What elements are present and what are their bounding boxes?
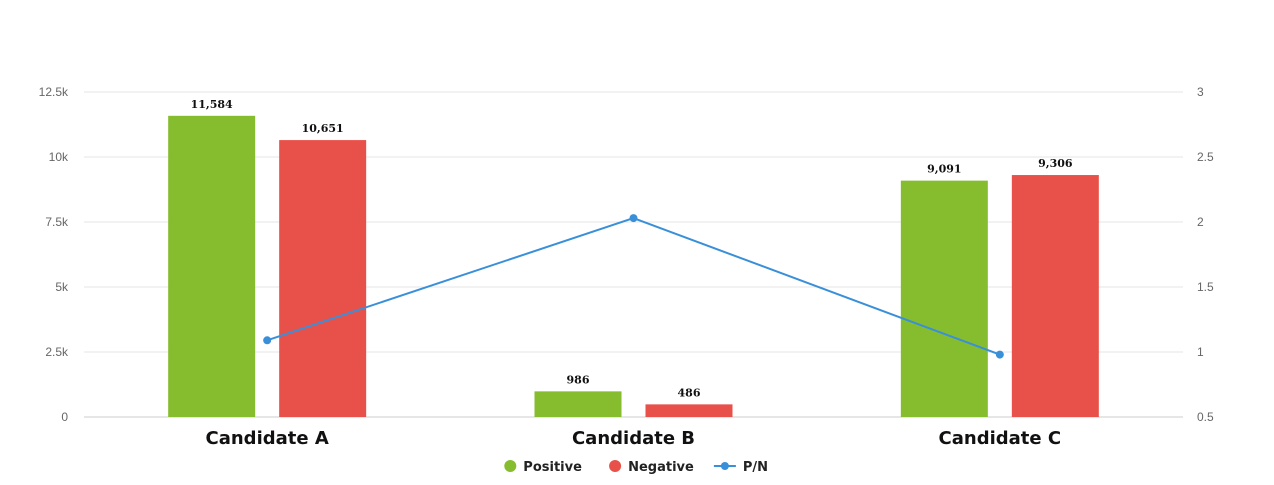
category-label: Candidate C	[939, 428, 1062, 449]
bar-negative-candidate-c	[1011, 175, 1099, 417]
data-label-positive: 986	[567, 373, 590, 386]
point-p-n	[995, 350, 1004, 359]
data-label-negative: 10,651	[302, 122, 344, 135]
legend-label: P/N	[743, 460, 768, 475]
y-right-tick-label: 3	[1197, 85, 1204, 99]
data-label-positive: 11,584	[191, 98, 233, 111]
y-axis-right: 0.5 1 1.5 2 2.5 3	[1197, 85, 1214, 424]
gridlines	[84, 91, 1183, 418]
y-left-tick-label: 2.5k	[45, 345, 69, 359]
bar-positive-candidate-c	[900, 180, 988, 417]
bar-positive-candidate-b	[534, 391, 622, 417]
data-label-negative: 9,306	[1038, 157, 1073, 170]
point-p-n	[629, 214, 638, 223]
legend-item-positive[interactable]: Positive	[504, 460, 582, 475]
y-right-tick-label: 1	[1197, 345, 1204, 359]
y-left-tick-label: 10k	[49, 150, 69, 164]
legend-marker	[720, 462, 729, 470]
bar-negative-candidate-a	[279, 140, 367, 417]
data-label-positive: 9,091	[927, 163, 961, 176]
line-p-n	[266, 217, 1001, 356]
y-left-tick-label: 0	[61, 410, 68, 424]
point-p-n	[263, 336, 272, 345]
y-left-tick-label: 7.5k	[45, 215, 69, 229]
legend-label: Positive	[523, 460, 582, 475]
legend-marker	[504, 460, 517, 472]
bar-positive-candidate-a	[168, 115, 256, 417]
y-right-tick-label: 1.5	[1197, 280, 1214, 294]
y-right-tick-label: 0.5	[1197, 410, 1214, 424]
bars: 11,584 10,651 986 486 9,091 9,306	[168, 98, 1099, 417]
bar-negative-candidate-b	[645, 404, 733, 417]
y-right-tick-label: 2.5	[1197, 150, 1214, 164]
x-axis-categories: Candidate A Candidate B Candidate C	[206, 428, 1062, 449]
legend-marker	[609, 460, 622, 472]
legend-item-negative[interactable]: Negative	[609, 460, 694, 475]
category-label: Candidate B	[572, 428, 695, 449]
legend-label: Negative	[628, 460, 694, 475]
data-label-negative: 486	[678, 386, 701, 399]
legend-item-p-n[interactable]: P/N	[713, 460, 768, 475]
legend: Positive Negative P/N	[504, 460, 768, 475]
y-left-tick-label: 5k	[55, 280, 69, 294]
y-right-tick-label: 2	[1197, 215, 1204, 229]
y-axis-left: 0 2.5k 5k 7.5k 10k 12.5k	[39, 85, 69, 424]
pn-line-series	[263, 214, 1004, 359]
category-label: Candidate A	[206, 428, 329, 449]
y-left-tick-label: 12.5k	[39, 85, 69, 99]
